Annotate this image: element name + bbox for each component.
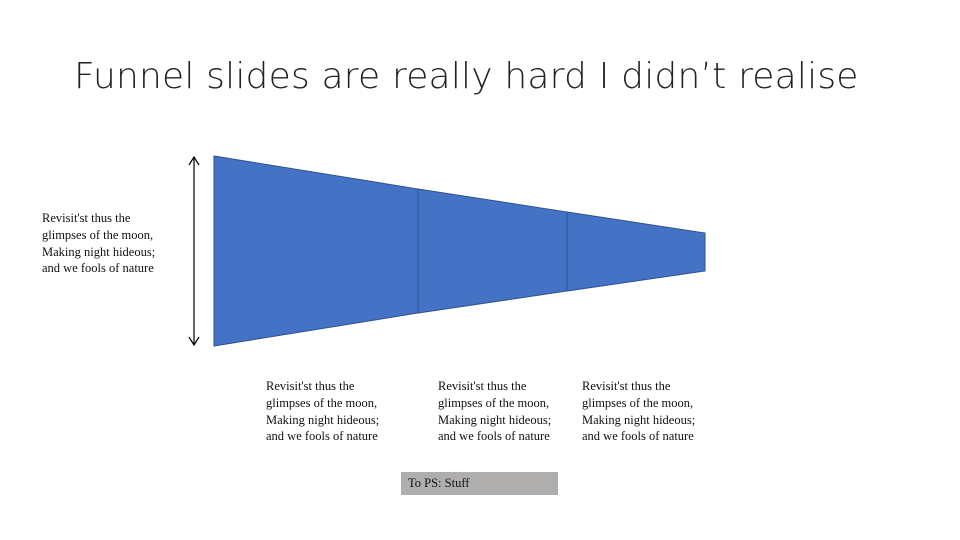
slide-title: Funnel slides are really hard I didn’t r…	[74, 56, 859, 97]
height-arrow	[188, 155, 200, 347]
stage-1-caption: Revisit'st thus the glimpses of the moon…	[266, 379, 380, 444]
funnel-stage-3	[566, 211, 706, 292]
left-caption: Revisit'st thus the glimpses of the moon…	[42, 211, 156, 276]
ps-note-label: To PS: Stuff	[408, 476, 470, 490]
stage-3-caption: Revisit'st thus the glimpses of the moon…	[582, 379, 696, 444]
funnel-stage-1	[213, 155, 419, 347]
funnel-stage-2	[417, 188, 568, 314]
stage-2-caption: Revisit'st thus the glimpses of the moon…	[438, 379, 552, 444]
ps-note-box: To PS: Stuff	[401, 472, 558, 495]
